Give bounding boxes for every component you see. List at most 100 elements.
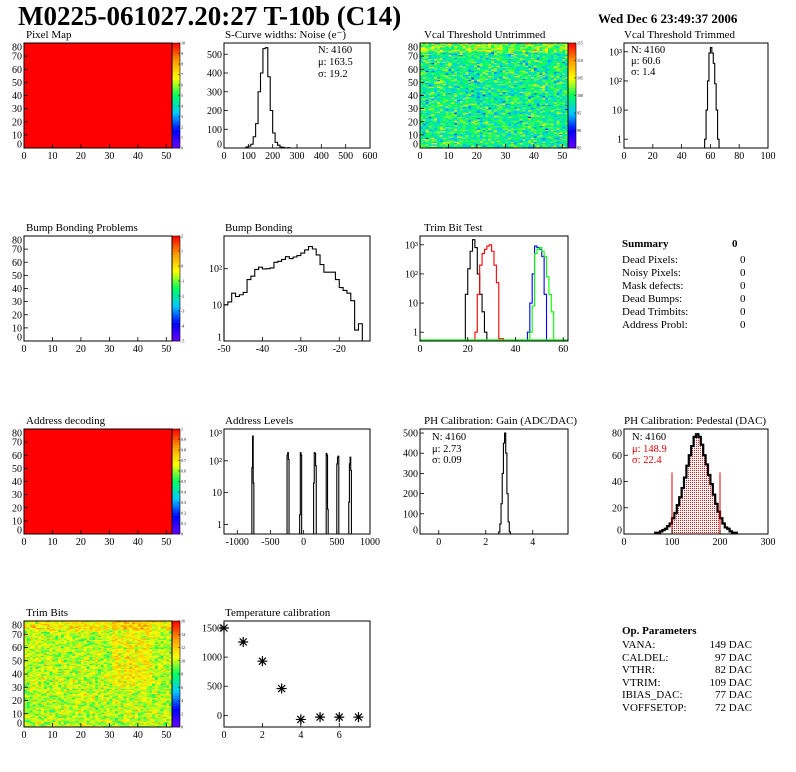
x-tick-label: 0 xyxy=(22,344,27,355)
heatmap-cell xyxy=(516,88,520,91)
title-bump-bonding: Bump Bonding xyxy=(225,222,293,234)
heatmap-cell xyxy=(26,711,30,713)
heatmap-cell xyxy=(542,54,546,57)
heatmap-cell xyxy=(474,121,478,124)
heatmap-cell xyxy=(550,138,555,141)
heatmap-cell xyxy=(516,102,520,104)
heatmap-cell xyxy=(516,95,520,98)
heatmap-cell xyxy=(548,54,552,57)
heatmap-cell xyxy=(459,82,463,84)
heatmap-cell xyxy=(459,104,463,107)
heatmap-cell xyxy=(505,112,509,115)
heatmap-cell xyxy=(476,46,481,49)
heatmap-cell xyxy=(457,112,461,115)
heatmap-cell xyxy=(488,127,492,129)
heatmap-cell xyxy=(522,81,526,83)
heatmap-cell xyxy=(462,129,466,132)
heatmap-cell xyxy=(550,44,555,46)
heatmap-cell xyxy=(422,128,426,130)
heatmap-cell xyxy=(448,98,452,100)
histogram-fill-bin xyxy=(705,464,708,534)
heatmap-cell xyxy=(485,90,489,92)
heatmap-cell xyxy=(545,137,549,140)
heatmap-cell xyxy=(482,129,486,132)
heatmap-cell xyxy=(525,49,529,52)
heatmap-cell xyxy=(457,57,461,60)
heatmap-cell xyxy=(565,144,569,146)
heatmap-cell xyxy=(474,71,478,74)
heatmap-cell xyxy=(479,123,483,125)
heatmap-cell xyxy=(525,130,529,133)
heatmap-cell xyxy=(457,88,461,91)
heatmap-cell xyxy=(536,116,540,119)
heatmap-cell xyxy=(437,87,441,90)
heatmap-cell xyxy=(448,71,452,74)
palette-swatch xyxy=(172,515,180,519)
heatmap-cell xyxy=(519,78,523,81)
heatmap-cell xyxy=(457,107,461,109)
heatmap-cell xyxy=(553,134,557,137)
heatmap-cell xyxy=(482,98,486,100)
heatmap-cell xyxy=(539,137,543,140)
heatmap-cell xyxy=(519,74,523,77)
heatmap-cell xyxy=(439,90,444,92)
heatmap-cell xyxy=(545,67,549,70)
heatmap-cell xyxy=(437,115,441,117)
heatmap-cell xyxy=(26,642,30,644)
palette-swatch xyxy=(568,61,576,65)
heatmap-cell xyxy=(536,111,540,113)
palette-tick-label: 10 xyxy=(181,41,185,46)
heatmap-cell xyxy=(32,695,36,697)
heatmap-cell xyxy=(556,81,560,83)
heatmap-cell xyxy=(485,79,489,82)
palette-tick-label: 0.1 xyxy=(181,521,186,526)
heatmap-cell xyxy=(457,77,461,79)
heatmap-cell xyxy=(32,715,36,717)
heatmap-cell xyxy=(522,95,526,98)
heatmap-cell xyxy=(488,138,492,141)
heatmap-cell xyxy=(559,81,563,83)
heatmap-cell xyxy=(442,127,446,129)
heatmap-cell xyxy=(525,46,529,49)
heatmap-cell xyxy=(519,142,523,145)
heatmap-cell xyxy=(531,111,535,113)
heatmap-cell xyxy=(465,115,469,117)
heatmap-cell xyxy=(542,116,546,119)
heatmap-cell xyxy=(482,111,486,113)
heatmap-cell xyxy=(531,74,535,77)
heatmap-cell xyxy=(550,132,555,134)
heatmap-cell xyxy=(488,78,492,81)
heatmap-cell xyxy=(422,134,426,137)
heatmap-cell xyxy=(513,52,518,54)
heatmap-cell xyxy=(425,52,429,54)
x-tick-label: 0 xyxy=(418,151,423,162)
x-tick-label: 300 xyxy=(290,151,305,162)
heatmap-cell xyxy=(553,127,557,129)
heatmap-cell xyxy=(459,121,463,124)
x-tick-label: 40 xyxy=(510,344,520,355)
heatmap-cell xyxy=(476,108,481,111)
heatmap-cell xyxy=(471,106,475,108)
heatmap-cell xyxy=(542,86,546,88)
heatmap-cell xyxy=(462,128,466,130)
heatmap-cell xyxy=(465,138,469,141)
heatmap-cell xyxy=(420,120,424,123)
heatmap-cell xyxy=(499,115,503,117)
heatmap-cell xyxy=(502,142,506,145)
heatmap-cell xyxy=(442,83,446,86)
heatmap-cell xyxy=(422,96,426,99)
heatmap-cell xyxy=(471,48,475,50)
heatmap-cell xyxy=(422,109,426,112)
heatmap-cell xyxy=(485,71,489,74)
heatmap-cell xyxy=(32,724,36,726)
heatmap-cell xyxy=(525,45,529,48)
heatmap-cell xyxy=(420,48,424,50)
heatmap-cell xyxy=(525,112,529,115)
heatmap-cell xyxy=(437,144,441,146)
heatmap-cell xyxy=(548,112,552,115)
y-tick-label: 10 xyxy=(212,488,222,499)
heatmap-cell xyxy=(488,104,492,107)
heatmap-cell xyxy=(550,107,555,109)
